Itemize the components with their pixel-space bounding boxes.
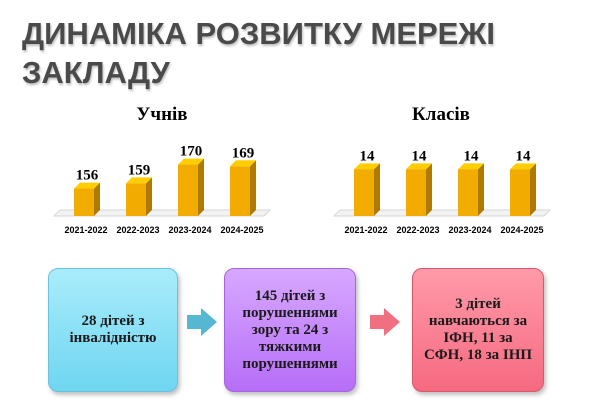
bar: [230, 166, 250, 216]
bar: [406, 169, 426, 216]
bar-side: [426, 163, 432, 216]
x-tick-label: 2021-2022: [64, 225, 107, 235]
bar-side: [374, 163, 380, 216]
data-label: 170: [180, 144, 203, 160]
bar-side: [94, 182, 100, 216]
bar-side: [530, 163, 536, 216]
bar: [458, 169, 478, 216]
bar-side: [478, 163, 484, 216]
data-label: 159: [128, 162, 151, 178]
bar-top: [354, 163, 380, 170]
right-arrow-icon: [187, 308, 217, 336]
classes-bar-chart: 14 2021-2022 14 2022-2023 14 2023-2024 14 2024-…: [332, 148, 552, 235]
bar-side: [198, 158, 204, 216]
bar-top: [126, 177, 152, 184]
right-arrow-shape: [187, 308, 217, 336]
bar: [74, 188, 94, 216]
bar-top: [406, 163, 432, 170]
bar: [510, 169, 530, 216]
bar-top: [74, 182, 100, 189]
x-tick-label: 2021-2022: [344, 225, 387, 235]
bar-top: [178, 158, 204, 165]
x-tick-label: 2023-2024: [168, 225, 211, 235]
students-bar-chart: 156 2021-2022 159 2022-2023 170 2023-2024 169 2…: [52, 144, 272, 235]
bar-side: [250, 160, 256, 216]
right-arrow-shape: [370, 308, 400, 336]
data-label: 169: [232, 145, 255, 161]
bar-side: [146, 177, 152, 216]
bar: [354, 169, 374, 216]
x-tick-label: 2024-2025: [220, 225, 263, 235]
x-tick-label: 2023-2024: [448, 225, 491, 235]
data-label: 14: [516, 148, 532, 164]
page-title: ДИНАМІКА РОЗВИТКУ МЕРЕЖІ ЗАКЛАДУ: [22, 16, 495, 90]
data-label: 14: [412, 148, 428, 164]
x-tick-label: 2022-2023: [116, 225, 159, 235]
education-plan-box: 3 дітей навчаються за ІФН, 11 за СФН, 18…: [412, 268, 544, 392]
chart-title-students: Учнів: [136, 104, 188, 125]
bar: [126, 183, 146, 216]
bar-top: [510, 163, 536, 170]
vision-impairment-box: 145 дітей з порушеннями зору та 24 з тяж…: [224, 268, 356, 392]
bar-top: [230, 160, 256, 167]
x-tick-label: 2024-2025: [500, 225, 543, 235]
bar: [178, 164, 198, 216]
data-label: 14: [360, 148, 376, 164]
chart-title-classes: Класів: [412, 104, 470, 125]
data-label: 156: [76, 168, 99, 184]
bar-top: [458, 163, 484, 170]
right-arrow-icon: [370, 308, 400, 336]
x-tick-label: 2022-2023: [396, 225, 439, 235]
data-label: 14: [464, 148, 480, 164]
disability-info-box: 28 дітей з інвалідністю: [48, 268, 178, 392]
